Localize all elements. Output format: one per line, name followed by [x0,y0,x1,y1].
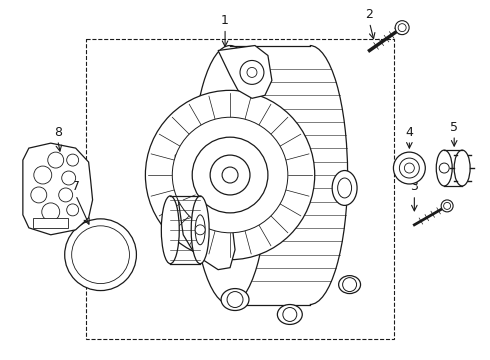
Ellipse shape [192,45,268,305]
Circle shape [398,24,406,32]
Circle shape [48,152,64,168]
Ellipse shape [191,196,209,264]
Ellipse shape [65,219,136,291]
Circle shape [247,67,257,77]
Circle shape [227,292,243,307]
Circle shape [240,60,264,84]
Circle shape [67,204,78,216]
Text: 1: 1 [221,14,229,27]
Circle shape [343,278,357,292]
Polygon shape [218,45,272,98]
Bar [33,218,68,228]
Circle shape [31,187,47,203]
Circle shape [62,171,75,185]
Text: 7: 7 [72,180,80,193]
Circle shape [172,117,288,233]
Circle shape [146,90,315,260]
Text: 3: 3 [411,180,418,193]
Circle shape [67,154,78,166]
Ellipse shape [221,289,249,310]
Circle shape [395,21,409,35]
Text: 2: 2 [366,8,373,21]
Circle shape [439,163,449,173]
Ellipse shape [161,196,179,264]
Bar [86,39,394,339]
Circle shape [210,155,250,195]
Circle shape [283,307,297,321]
Circle shape [42,203,60,221]
Circle shape [393,152,425,184]
Text: 6: 6 [164,171,172,184]
Ellipse shape [436,150,452,186]
Ellipse shape [195,215,205,245]
Text: 4: 4 [405,126,413,139]
Ellipse shape [339,276,361,293]
Ellipse shape [338,178,352,198]
Circle shape [443,202,451,210]
Circle shape [222,167,238,183]
Circle shape [404,163,415,173]
Text: 8: 8 [54,126,62,139]
Circle shape [399,158,419,178]
Ellipse shape [454,150,470,186]
Circle shape [192,137,268,213]
Circle shape [441,200,453,212]
Ellipse shape [277,305,302,324]
Circle shape [59,188,73,202]
Polygon shape [175,155,235,270]
Circle shape [195,225,205,235]
Text: 5: 5 [450,121,458,134]
Ellipse shape [332,171,357,206]
Polygon shape [23,143,93,235]
Circle shape [34,166,52,184]
